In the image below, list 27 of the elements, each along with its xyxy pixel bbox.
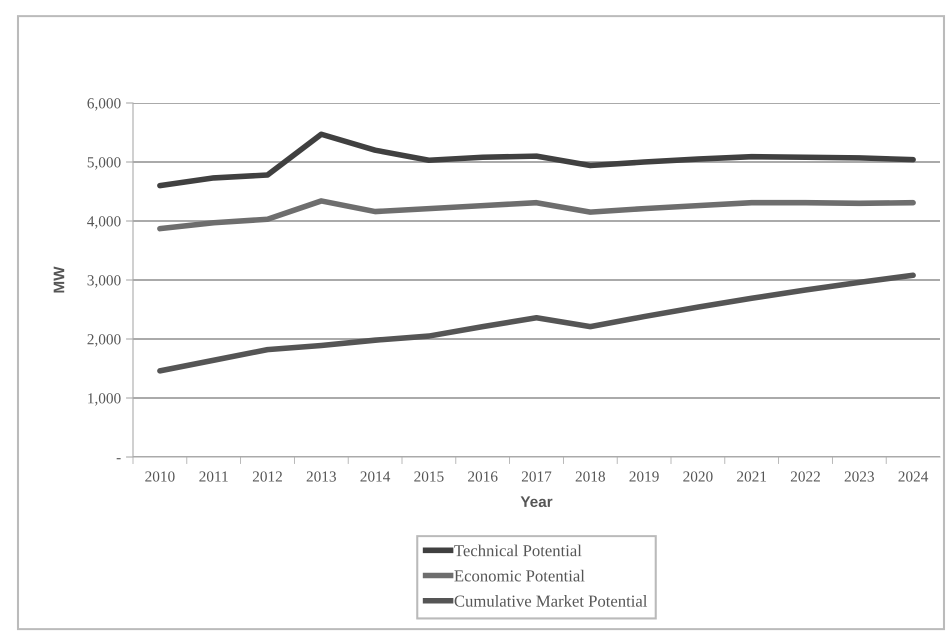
legend-label: Economic Potential [454, 570, 585, 582]
x-tick-label: 2012 [252, 471, 282, 482]
x-tick-label: 2015 [414, 471, 444, 482]
y-tick-label: 4,000 [87, 216, 121, 229]
legend-label: Cumulative Market Potential [454, 595, 648, 607]
legend-label: Technical Potential [454, 544, 582, 556]
y-tick-label: - [116, 458, 121, 460]
x-tick-label: 2024 [898, 471, 928, 482]
x-tick-label: 2017 [522, 471, 552, 482]
x-tick-label: 2014 [360, 471, 390, 482]
x-tick-label: 2022 [790, 471, 820, 482]
y-tick-label: 3,000 [88, 275, 121, 288]
x-tick-label: 2016 [468, 471, 498, 482]
x-tick-label: 2010 [145, 471, 175, 482]
x-tick-label: 2020 [683, 471, 713, 482]
x-tick-label: 2018 [576, 471, 605, 482]
y-axis-title: MW [54, 266, 64, 293]
y-tick-label: 2,000 [87, 334, 121, 347]
x-tick-label: 2021 [737, 471, 766, 482]
x-tick-label: 2019 [629, 471, 659, 482]
x-axis-title: Year [520, 496, 552, 508]
x-tick-label: 2011 [199, 471, 228, 482]
y-tick-label: 5,000 [88, 157, 121, 170]
y-tick-label: 6,000 [87, 98, 121, 111]
x-tick-label: 2023 [844, 471, 874, 482]
x-tick-label: 2013 [306, 471, 336, 482]
y-tick-label: 1,000 [88, 393, 121, 406]
